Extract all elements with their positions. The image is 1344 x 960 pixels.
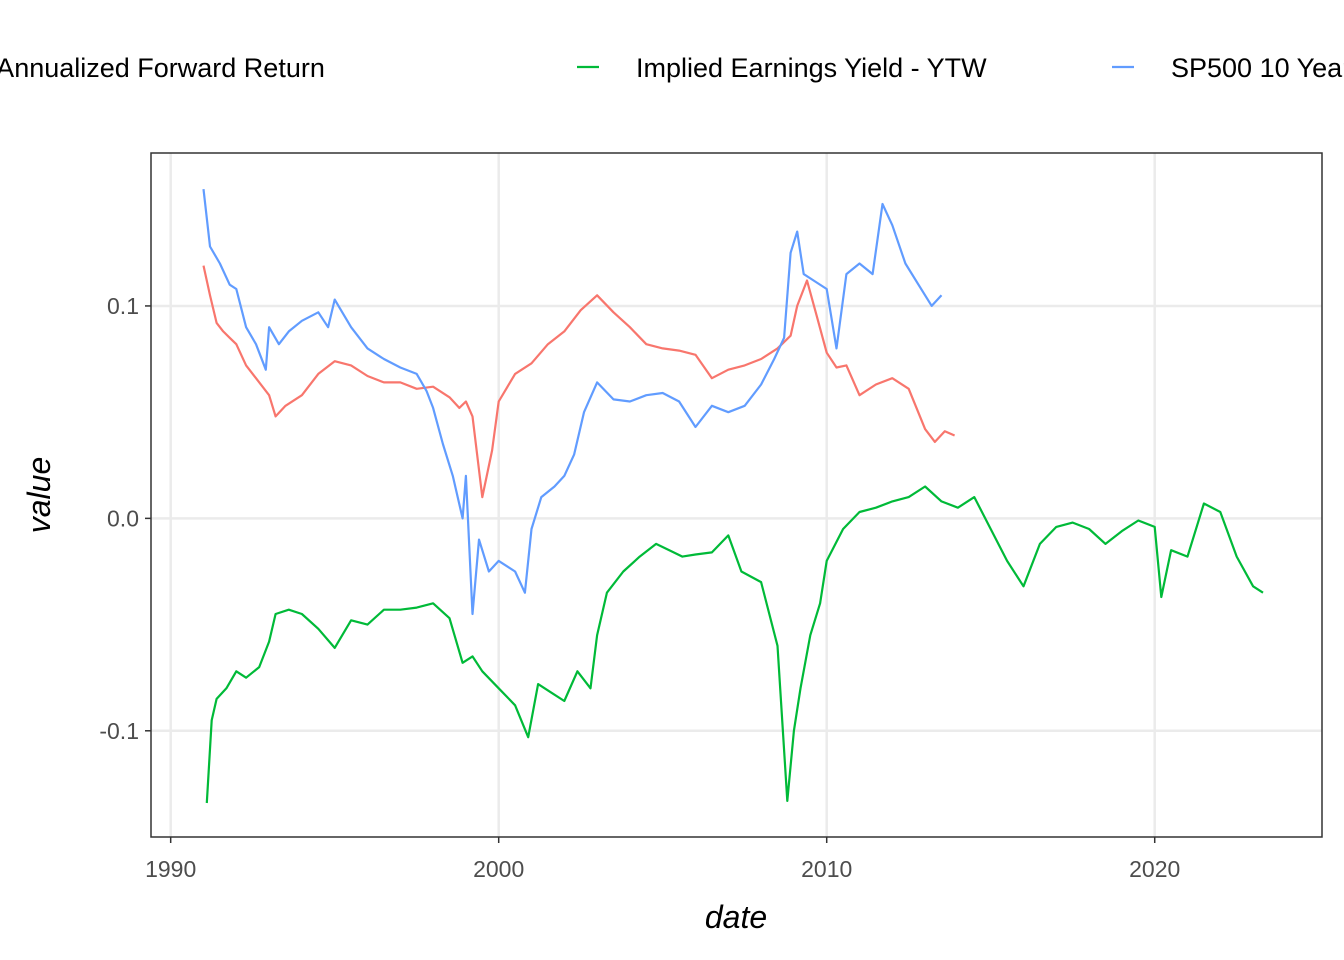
series-line-0: [202, 265, 956, 499]
legend: SP500 10 Year Annualized Forward Return …: [0, 53, 1344, 83]
x-tick-label: 2020: [1129, 856, 1180, 882]
legend-label-series-1: Implied Earnings Yield - YTW: [636, 53, 987, 83]
legend-label-series-2: SP500 10 Year Annualized Forward Return …: [1171, 53, 1344, 83]
plot-axes: 1990 2000 2010 2020 -0.1 0.0 0.1: [99, 293, 1180, 882]
series-line-1: [205, 485, 1264, 804]
y-tick-label: 0.1: [107, 293, 139, 319]
plot-grid: [151, 153, 1322, 837]
y-axis-title: value: [21, 457, 57, 534]
series-line-2: [202, 188, 943, 616]
y-tick-label: -0.1: [99, 718, 139, 744]
x-tick-label: 2000: [473, 856, 524, 882]
legend-label-series-0: SP500 10 Year Annualized Forward Return: [0, 53, 325, 83]
x-axis-title: date: [705, 899, 767, 935]
y-tick-label: 0.0: [107, 505, 139, 531]
plot-series: [202, 188, 1264, 804]
plot-border: [150, 152, 1323, 838]
x-tick-label: 1990: [145, 856, 196, 882]
x-tick-label: 2010: [801, 856, 852, 882]
